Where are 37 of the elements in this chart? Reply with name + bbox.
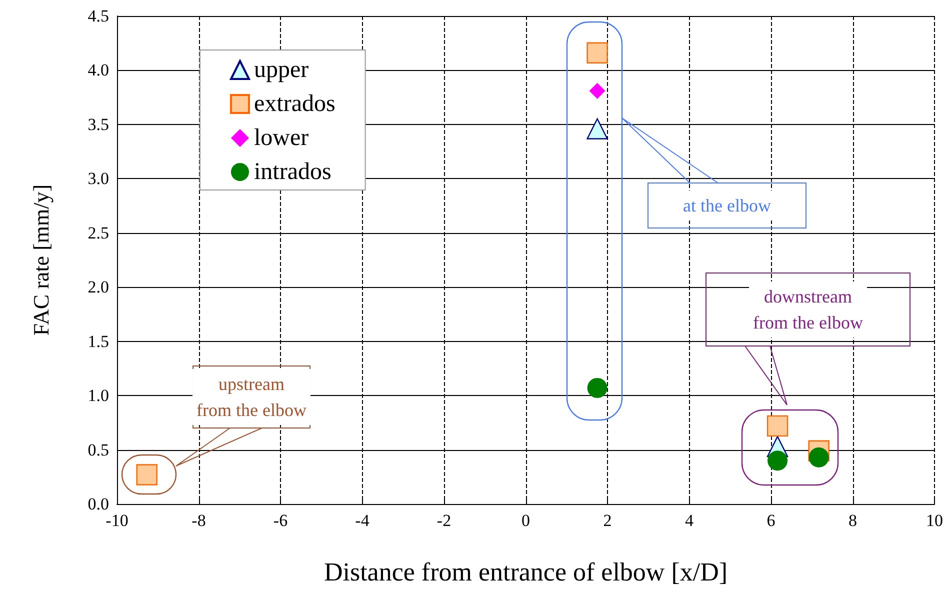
x-tick-label: -6 [273, 511, 288, 530]
annotation: upstream from the elbow [196, 374, 306, 420]
y-tick-label: 0.0 [88, 494, 109, 514]
x-axis-title: Distance from entrance of elbow [x/D] [324, 558, 728, 586]
legend-label: intrados [254, 159, 332, 185]
y-tick-label: 3.0 [88, 169, 109, 188]
point [766, 415, 788, 437]
x-tick-label: 4 [685, 511, 694, 530]
annotation: downstream from the elbow [753, 286, 863, 332]
x-tick-label: 0 [522, 511, 530, 530]
x-tick-label: -2 [436, 511, 452, 530]
point [587, 378, 608, 398]
x-tick-label: -4 [355, 511, 370, 530]
y-tick-label: 3.5 [88, 114, 109, 134]
legend-label: lower [254, 125, 309, 151]
y-tick-label: 4.0 [88, 60, 109, 80]
legend-label: upper [254, 57, 309, 83]
point [808, 447, 829, 468]
point [586, 118, 608, 140]
y-tick-label: 1.0 [88, 386, 109, 406]
annotation: at the elbow [683, 196, 771, 216]
y-tick-label: 2.0 [88, 278, 109, 297]
point [768, 450, 788, 471]
y-tick-label: 0.5 [88, 440, 109, 460]
x-tick-label: -8 [192, 511, 206, 530]
x-tick-label: 2 [603, 511, 612, 530]
y-tick-label: 1.5 [88, 332, 109, 351]
x-tick-label: 10 [926, 511, 943, 530]
legend-label: extrados [254, 91, 336, 117]
x-tick-label: 8 [848, 511, 857, 530]
y-tick-label: 4.5 [88, 6, 109, 26]
x-tick-label: -10 [106, 511, 128, 530]
y-axis-title: FAC rate [mm/y] [28, 184, 54, 336]
x-tick-label: 6 [766, 511, 776, 530]
y-tick-label: 2.5 [88, 223, 109, 242]
point [589, 82, 606, 99]
point [586, 42, 608, 64]
